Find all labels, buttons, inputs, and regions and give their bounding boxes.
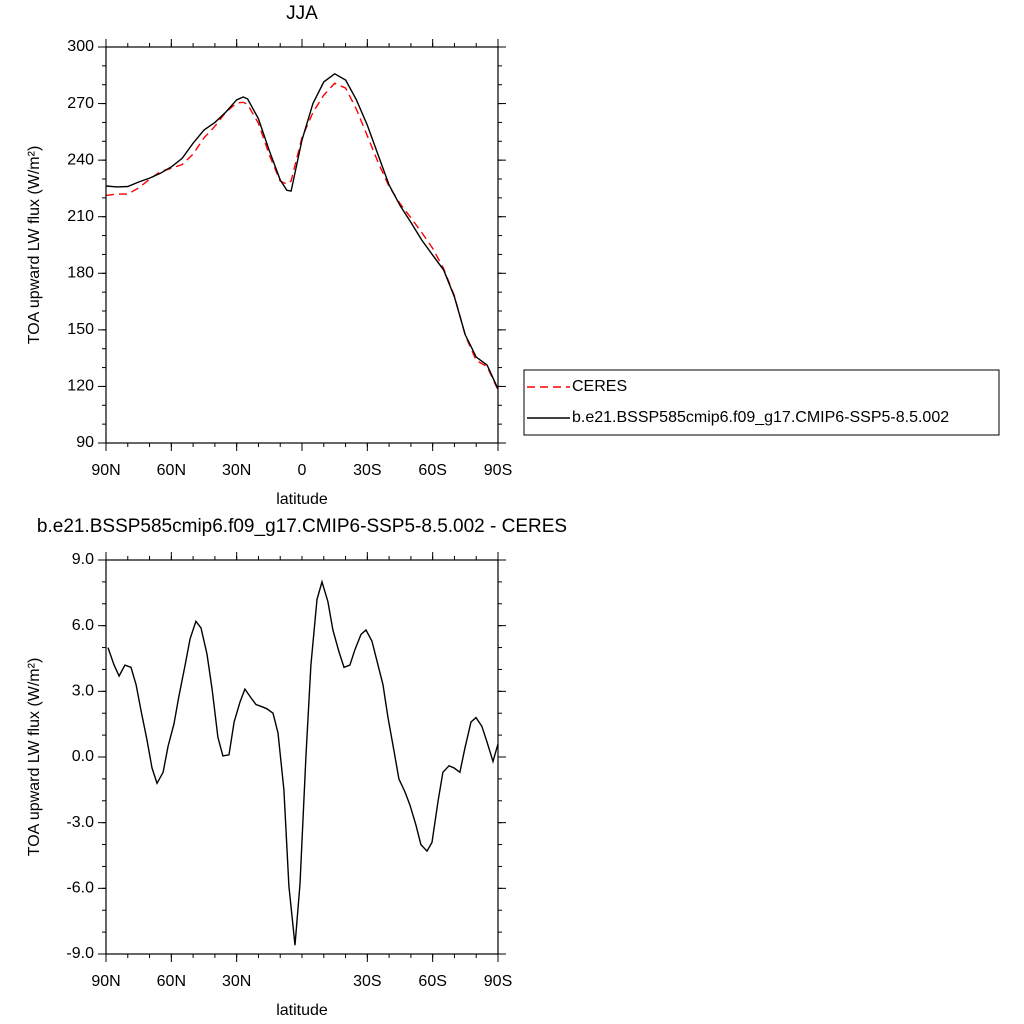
chart-title: JJA [286, 3, 318, 24]
x-axis-label: latitude [276, 1002, 328, 1019]
y-tick-label: 6.0 [72, 617, 94, 634]
data-line [105, 82, 499, 391]
legend-label: b.e21.BSSP585cmip6.f09_g17.CMIP6-SSP5-8.… [572, 409, 949, 426]
y-tick-label: 0.0 [72, 748, 94, 765]
plot-frame [105, 559, 499, 955]
y-tick-label: 210 [67, 208, 94, 225]
x-tick-label: 0 [298, 462, 307, 479]
y-tick-label: 3.0 [72, 683, 94, 700]
y-tick-label: -3.0 [66, 814, 94, 831]
y-axis-label: TOA upward LW flux (W/m²) [26, 146, 43, 345]
y-tick-label: 120 [67, 378, 94, 395]
data-line [107, 579, 499, 946]
y-tick-label: 9.0 [72, 551, 94, 568]
x-tick-label: 60S [418, 462, 446, 479]
x-tick-label: 90S [484, 462, 512, 479]
y-tick-label: -9.0 [66, 945, 94, 962]
y-tick-label: 270 [67, 95, 94, 112]
x-tick-label: 30S [353, 462, 381, 479]
x-tick-label: 60S [418, 973, 446, 990]
y-tick-label: 150 [67, 321, 94, 338]
x-tick-label: 60N [157, 462, 186, 479]
plot-frame [105, 46, 499, 444]
y-tick-label: 240 [67, 151, 94, 168]
x-tick-label: 90N [91, 462, 120, 479]
y-tick-label: 90 [76, 434, 94, 451]
x-tick-label: 30N [222, 462, 251, 479]
x-tick-label: 90S [484, 973, 512, 990]
x-axis-label: latitude [276, 491, 328, 508]
x-tick-label: 90N [91, 973, 120, 990]
y-tick-label: 300 [67, 38, 94, 55]
y-tick-label: -6.0 [66, 880, 94, 897]
legend-label: CERES [572, 378, 627, 395]
data-line [105, 72, 499, 390]
x-tick-label: 30N [222, 973, 251, 990]
legend-box [523, 369, 1000, 436]
chart-title: b.e21.BSSP585cmip6.f09_g17.CMIP6-SSP5-8.… [37, 516, 567, 537]
y-axis-label: TOA upward LW flux (W/m²) [26, 658, 43, 857]
x-tick-label: 60N [157, 973, 186, 990]
y-tick-label: 180 [67, 265, 94, 282]
x-tick-label: 30S [353, 973, 381, 990]
